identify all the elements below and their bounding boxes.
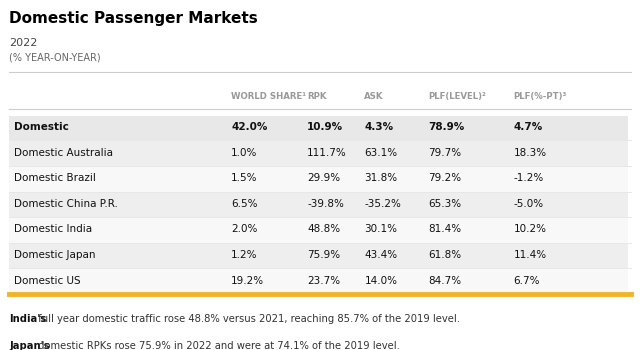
Text: Domestic US: Domestic US [14, 275, 81, 286]
Text: 19.2%: 19.2% [231, 275, 264, 286]
FancyBboxPatch shape [9, 141, 628, 166]
Text: Domestic Australia: Domestic Australia [14, 148, 113, 158]
Text: 78.9%: 78.9% [428, 122, 464, 132]
Text: full year domestic traffic rose 48.8% versus 2021, reaching 85.7% of the 2019 le: full year domestic traffic rose 48.8% ve… [35, 314, 460, 324]
Text: ASK: ASK [364, 92, 384, 101]
Text: 31.8%: 31.8% [364, 173, 397, 183]
FancyBboxPatch shape [9, 269, 628, 294]
Text: -39.8%: -39.8% [307, 199, 344, 209]
Text: (% YEAR-ON-YEAR): (% YEAR-ON-YEAR) [9, 53, 100, 63]
Text: 30.1%: 30.1% [364, 224, 397, 234]
Text: 42.0%: 42.0% [231, 122, 268, 132]
Text: 6.5%: 6.5% [231, 199, 258, 209]
FancyBboxPatch shape [9, 193, 628, 217]
FancyBboxPatch shape [9, 167, 628, 191]
Text: PLF(%-PT)³: PLF(%-PT)³ [513, 92, 567, 101]
Text: 18.3%: 18.3% [513, 148, 547, 158]
Text: 1.0%: 1.0% [231, 148, 257, 158]
FancyBboxPatch shape [9, 244, 628, 268]
Text: 10.9%: 10.9% [307, 122, 344, 132]
Text: Japan's: Japan's [9, 341, 50, 350]
Text: 29.9%: 29.9% [307, 173, 340, 183]
Text: 1.2%: 1.2% [231, 250, 258, 260]
Text: 75.9%: 75.9% [307, 250, 340, 260]
Text: domestic RPKs rose 75.9% in 2022 and were at 74.1% of the 2019 level.: domestic RPKs rose 75.9% in 2022 and wer… [35, 341, 400, 350]
Text: 79.7%: 79.7% [428, 148, 461, 158]
Text: 10.2%: 10.2% [513, 224, 547, 234]
Text: 48.8%: 48.8% [307, 224, 340, 234]
Text: -1.2%: -1.2% [513, 173, 544, 183]
Text: 1.5%: 1.5% [231, 173, 258, 183]
Text: 23.7%: 23.7% [307, 275, 340, 286]
Text: Domestic: Domestic [14, 122, 69, 132]
Text: PLF(LEVEL)²: PLF(LEVEL)² [428, 92, 486, 101]
Text: Domestic China P.R.: Domestic China P.R. [14, 199, 118, 209]
Text: RPK: RPK [307, 92, 327, 101]
Text: Domestic India: Domestic India [14, 224, 92, 234]
Text: 43.4%: 43.4% [364, 250, 397, 260]
Text: 61.8%: 61.8% [428, 250, 461, 260]
Text: 81.4%: 81.4% [428, 224, 461, 234]
FancyBboxPatch shape [9, 116, 628, 140]
Text: 4.3%: 4.3% [364, 122, 394, 132]
Text: 63.1%: 63.1% [364, 148, 397, 158]
Text: -35.2%: -35.2% [364, 199, 401, 209]
Text: 6.7%: 6.7% [513, 275, 540, 286]
Text: 84.7%: 84.7% [428, 275, 461, 286]
Text: WORLD SHARE¹: WORLD SHARE¹ [231, 92, 307, 101]
Text: 4.7%: 4.7% [513, 122, 543, 132]
Text: 11.4%: 11.4% [513, 250, 547, 260]
Text: India's: India's [9, 314, 46, 324]
Text: Domestic Brazil: Domestic Brazil [14, 173, 96, 183]
Text: 65.3%: 65.3% [428, 199, 461, 209]
Text: 79.2%: 79.2% [428, 173, 461, 183]
Text: 14.0%: 14.0% [364, 275, 397, 286]
Text: Domestic Japan: Domestic Japan [14, 250, 96, 260]
Text: 111.7%: 111.7% [307, 148, 347, 158]
FancyBboxPatch shape [9, 218, 628, 243]
Text: 2022: 2022 [9, 38, 38, 48]
Text: 2.0%: 2.0% [231, 224, 257, 234]
Text: -5.0%: -5.0% [513, 199, 543, 209]
Text: Domestic Passenger Markets: Domestic Passenger Markets [9, 10, 258, 26]
